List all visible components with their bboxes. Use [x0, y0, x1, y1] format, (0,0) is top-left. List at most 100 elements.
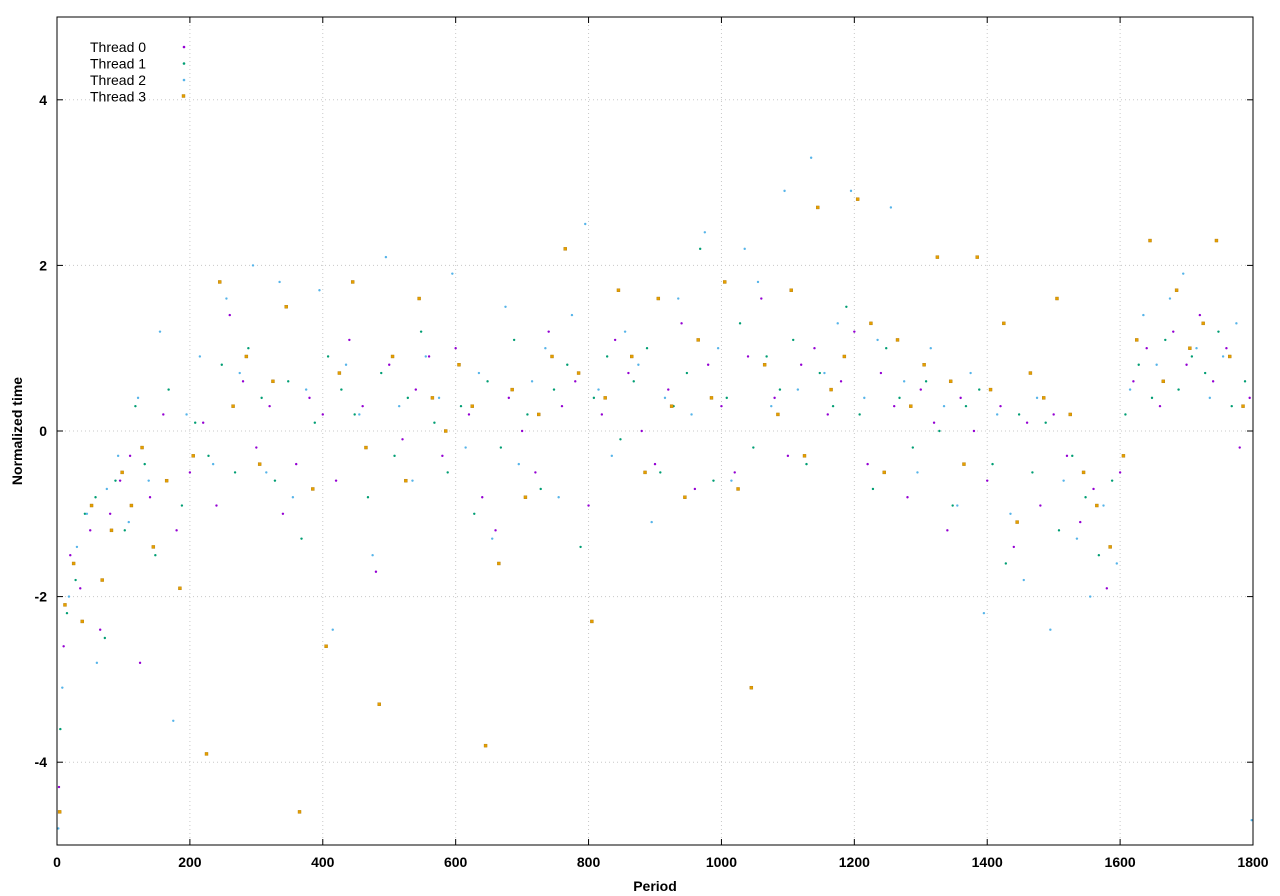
data-point — [1022, 578, 1025, 582]
data-point — [297, 810, 302, 814]
data-point — [935, 255, 940, 259]
data-point — [1228, 354, 1232, 359]
data-point — [948, 379, 953, 384]
data-point — [584, 222, 587, 226]
data-point — [783, 189, 786, 193]
data-point — [57, 810, 62, 814]
data-point — [57, 827, 60, 830]
data-point — [749, 685, 754, 690]
y-axis-title: Normalized time — [9, 377, 25, 485]
data-point — [544, 347, 547, 350]
y-tick-label: 2 — [39, 257, 47, 273]
data-point — [1198, 313, 1202, 317]
data-point — [685, 371, 689, 375]
data-point — [991, 462, 994, 466]
data-point — [982, 611, 986, 615]
data-point — [390, 354, 395, 359]
data-point — [510, 387, 514, 392]
data-point — [304, 388, 308, 391]
x-tick-label: 1800 — [1237, 854, 1268, 870]
data-point — [467, 413, 471, 416]
data-point — [451, 272, 454, 275]
data-point — [1230, 404, 1233, 408]
data-point — [911, 446, 915, 449]
data-point — [324, 644, 328, 648]
data-point — [380, 371, 383, 375]
data-point — [882, 470, 886, 475]
data-point — [388, 363, 391, 366]
data-point — [393, 454, 396, 458]
data-point — [733, 471, 736, 474]
data-point — [632, 380, 635, 383]
data-point — [603, 396, 607, 400]
data-point — [680, 322, 683, 325]
data-point — [909, 404, 913, 408]
data-point — [251, 264, 255, 267]
data-point — [167, 388, 170, 391]
data-point — [326, 355, 330, 358]
data-point — [241, 380, 245, 383]
data-point — [178, 586, 182, 591]
data-point — [916, 471, 919, 474]
data-point — [271, 379, 275, 384]
data-point — [75, 545, 79, 549]
data-point — [257, 462, 262, 466]
data-point — [79, 587, 82, 590]
data-point — [773, 396, 776, 400]
data-point — [477, 371, 481, 375]
data-point — [120, 470, 124, 475]
data-point — [374, 570, 378, 573]
data-point — [57, 785, 61, 789]
data-point — [1071, 454, 1074, 458]
data-point — [1164, 338, 1167, 342]
data-point — [1150, 396, 1154, 400]
data-point — [384, 255, 388, 259]
data-point — [813, 347, 816, 350]
data-point — [459, 404, 463, 408]
data-point — [62, 645, 65, 648]
data-point — [89, 529, 92, 532]
data-point — [929, 347, 932, 350]
data-point — [995, 413, 999, 416]
data-point — [134, 404, 137, 408]
data-point — [760, 297, 763, 300]
data-point — [331, 628, 334, 631]
data-point — [730, 479, 733, 482]
data-point — [1185, 363, 1188, 366]
data-point — [483, 743, 488, 748]
data-point — [358, 413, 361, 416]
x-tick-label: 1000 — [706, 854, 737, 870]
data-point — [143, 462, 146, 466]
data-point — [201, 421, 205, 424]
data-point — [796, 388, 800, 391]
data-point — [220, 363, 223, 366]
data-point — [1110, 479, 1114, 482]
data-point — [849, 189, 853, 193]
data-point — [698, 247, 702, 251]
data-point — [610, 454, 614, 458]
data-point — [709, 396, 714, 400]
data-point — [1168, 297, 1172, 300]
data-point — [1105, 587, 1109, 590]
data-point — [547, 330, 550, 333]
data-point — [526, 413, 529, 416]
data-point — [805, 462, 808, 466]
data-point — [109, 528, 114, 533]
data-point — [1142, 313, 1145, 317]
data-point — [1031, 471, 1034, 474]
data-point — [63, 603, 67, 607]
data-point — [986, 479, 989, 482]
data-point — [1235, 322, 1238, 325]
data-point — [470, 404, 474, 408]
data-point — [441, 454, 444, 458]
data-point — [712, 479, 715, 482]
data-point — [100, 578, 104, 582]
data-point — [919, 388, 922, 391]
data-point — [424, 355, 427, 358]
data-point — [1012, 545, 1015, 549]
data-point — [188, 471, 192, 474]
legend-label-2: Thread 2 — [90, 72, 146, 88]
x-tick-label: 1200 — [839, 854, 870, 870]
data-point — [866, 462, 869, 466]
data-point — [656, 296, 661, 301]
